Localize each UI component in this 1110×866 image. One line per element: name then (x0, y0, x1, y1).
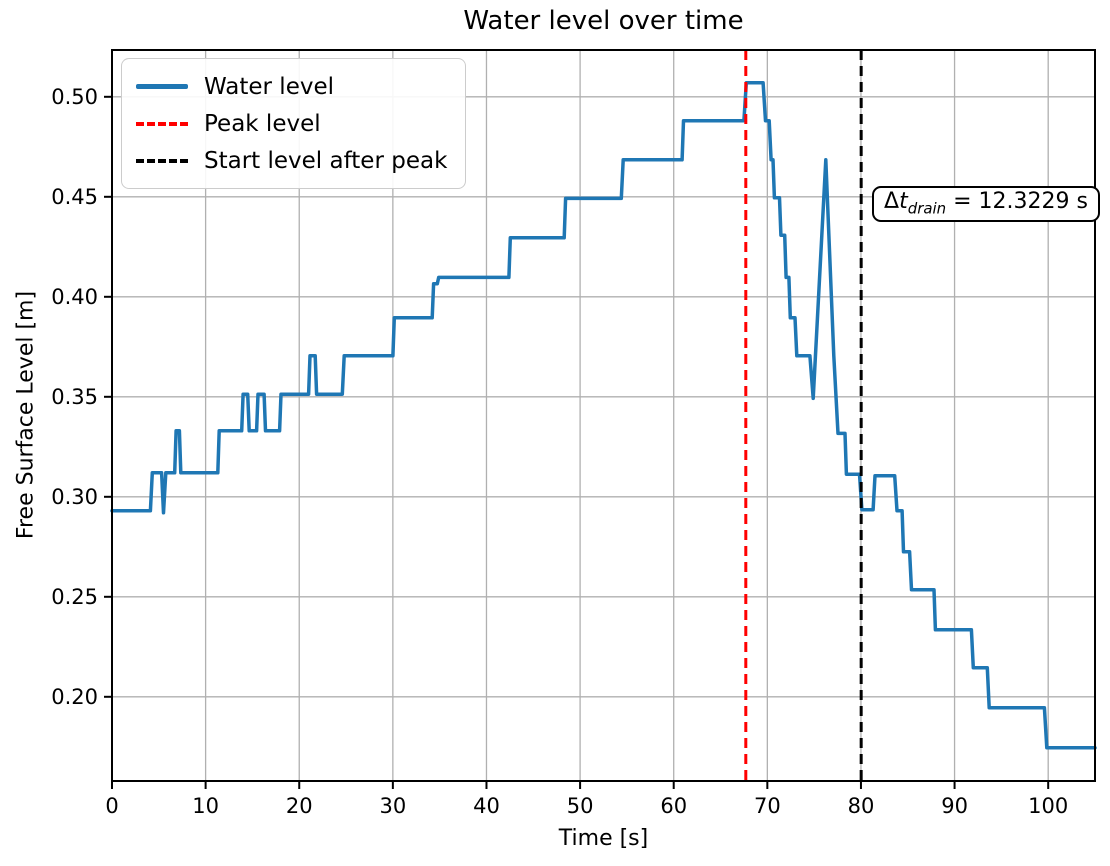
legend-item-start-level: Start level after peak (136, 142, 447, 179)
annotation-delta: Δ (884, 189, 900, 214)
y-tick-label: 0.45 (51, 185, 98, 209)
x-tick-label: 60 (660, 794, 687, 818)
x-tick-label: 40 (473, 794, 500, 818)
x-tick-label: 30 (379, 794, 406, 818)
legend: Water level Peak level Start level after… (121, 58, 467, 189)
x-axis-label: Time [s] (558, 826, 649, 851)
x-tick-label: 80 (848, 794, 875, 818)
y-tick-label: 0.35 (51, 385, 98, 409)
x-tick-label: 20 (286, 794, 313, 818)
legend-label: Peak level (204, 110, 321, 137)
y-tick-label: 0.40 (51, 285, 98, 309)
x-tick-label: 50 (567, 794, 594, 818)
annotation-subscript: drain (907, 199, 947, 218)
peak-level-line-sample (136, 121, 188, 126)
y-tick-label: 0.25 (51, 585, 98, 609)
start-level-line-sample (136, 158, 188, 163)
x-tick-label: 90 (941, 794, 968, 818)
x-tick-label: 70 (754, 794, 781, 818)
chart-title: Water level over time (463, 6, 744, 36)
legend-label: Water level (204, 73, 334, 100)
x-tick-label: 0 (105, 794, 118, 818)
legend-label: Start level after peak (204, 147, 448, 174)
y-axis-label: Free Surface Level [m] (13, 290, 39, 540)
water-level-line (110, 81, 1097, 750)
y-tick-label: 0.20 (51, 685, 98, 709)
legend-item-peak-level: Peak level (136, 105, 447, 142)
drain-time-annotation: Δtdrain = 12.3229 s (872, 186, 1100, 223)
x-tick-label: 10 (192, 794, 219, 818)
annotation-value: = 12.3229 s (946, 189, 1088, 214)
annotation-variable: t (899, 189, 908, 214)
y-tick-label: 0.50 (51, 85, 98, 109)
water-level-line-sample (136, 84, 188, 89)
x-tick-label: 100 (1028, 794, 1068, 818)
legend-item-water-level: Water level (136, 68, 447, 105)
axes-spines (111, 49, 1096, 782)
y-tick-label: 0.30 (51, 485, 98, 509)
